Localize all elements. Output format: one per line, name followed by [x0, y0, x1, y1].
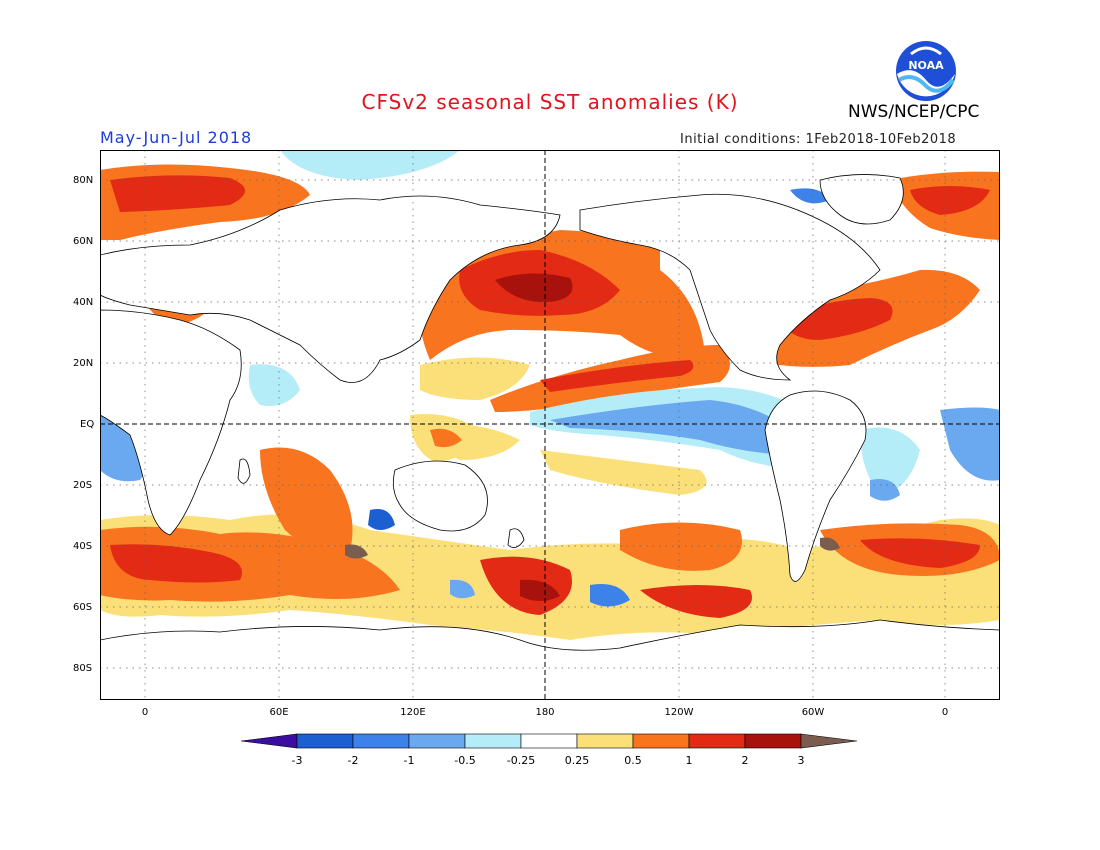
x-tick-label: 0 — [941, 707, 949, 718]
colorbar-label: 1 — [686, 754, 693, 767]
new-zealand-landmass — [507, 528, 525, 548]
x-tick-label: 60E — [269, 707, 289, 718]
y-tick-label: 60S — [73, 602, 93, 613]
graticule — [100, 150, 1000, 700]
logo-text: NOAA — [908, 59, 944, 72]
reference-lines — [100, 150, 1000, 700]
north-america-landmass — [579, 193, 881, 381]
colorbar-label: 3 — [798, 754, 805, 767]
colorbar-arrow-high — [800, 733, 858, 749]
map-title: CFSv2 seasonal SST anomalies (K) — [361, 90, 739, 114]
y-tick-label: 20S — [73, 480, 93, 491]
y-tick-label: 20N — [73, 358, 94, 369]
south-america-landmass — [764, 390, 867, 582]
eurasia-landmass — [100, 195, 561, 383]
colorbar-swatch — [744, 733, 802, 749]
y-tick-label: 40N — [73, 297, 94, 308]
x-tick-label: 120E — [400, 707, 426, 718]
y-tick-label: 80S — [73, 663, 93, 674]
colorbar-label: -2 — [348, 754, 359, 767]
x-tick-label: 180 — [535, 707, 555, 718]
noaa-logo-icon: NOAA — [896, 41, 956, 101]
colorbar-label: -3 — [292, 754, 303, 767]
y-tick-label: EQ — [80, 419, 95, 430]
colorbar-legend: -3 -2 -1 -0.5 -0.25 0.25 0.5 1 2 3 — [240, 733, 858, 767]
colorbar-label: -0.5 — [454, 754, 475, 767]
colorbar-label: 0.25 — [565, 754, 590, 767]
colorbar-label: 2 — [742, 754, 749, 767]
australia-landmass — [392, 460, 488, 532]
colorbar-swatch — [408, 733, 466, 749]
colorbar-swatch — [296, 733, 354, 749]
tropical-atlantic-cool-anomaly — [100, 364, 1000, 495]
madagascar-landmass — [237, 458, 251, 484]
colorbar-arrow-low — [240, 733, 298, 749]
colorbar-label: 0.5 — [624, 754, 642, 767]
southern-ocean-warm-belt — [100, 447, 1000, 640]
sst-anomaly-map — [100, 150, 1000, 700]
initial-conditions-label: Initial conditions: 1Feb2018-10Feb2018 — [680, 132, 957, 147]
colorbar-swatch — [352, 733, 410, 749]
colorbar-swatch — [688, 733, 746, 749]
equatorial-pacific-cool-band — [530, 387, 820, 470]
greenland-landmass — [819, 174, 904, 225]
colorbar-swatch — [464, 733, 522, 749]
indonesian-warm-anomaly — [410, 414, 480, 462]
y-tick-label: 60N — [73, 236, 94, 247]
season-label: May-Jun-Jul 2018 — [100, 128, 253, 147]
southern-cool-pockets — [368, 479, 900, 607]
africa-landmass — [100, 309, 242, 536]
colorbar-swatch — [576, 733, 634, 749]
antarctica-landmass — [100, 619, 1000, 700]
north-pacific-warm-anomaly — [418, 230, 705, 360]
y-tick-label: 80N — [73, 175, 94, 186]
continents — [100, 174, 1000, 700]
colorbar-label: -0.25 — [507, 754, 535, 767]
x-tick-label: 120W — [664, 707, 694, 718]
x-tick-label: 0 — [141, 707, 149, 718]
colorbar-swatches — [240, 733, 858, 749]
colorbar-swatch — [520, 733, 578, 749]
eastern-pacific-warm-band — [490, 345, 730, 412]
agency-label: NWS/NCEP/CPC — [848, 102, 980, 122]
colorbar-labels: -3 -2 -1 -0.5 -0.25 0.25 0.5 1 2 3 — [292, 754, 805, 767]
x-tick-label: 60W — [801, 707, 825, 718]
y-tick-label: 40S — [73, 541, 93, 552]
map-frame — [100, 150, 1000, 700]
arctic-warm-anomaly — [100, 150, 1000, 240]
colorbar-label: -1 — [404, 754, 415, 767]
colorbar-swatch — [632, 733, 690, 749]
